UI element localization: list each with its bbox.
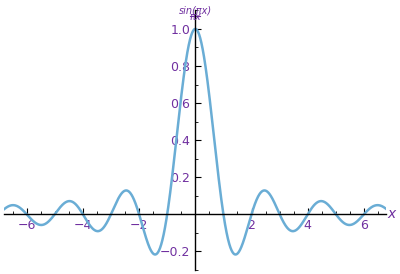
- Text: πx: πx: [190, 12, 201, 22]
- Text: x: x: [388, 207, 396, 221]
- Text: sin(πx): sin(πx): [179, 5, 212, 15]
